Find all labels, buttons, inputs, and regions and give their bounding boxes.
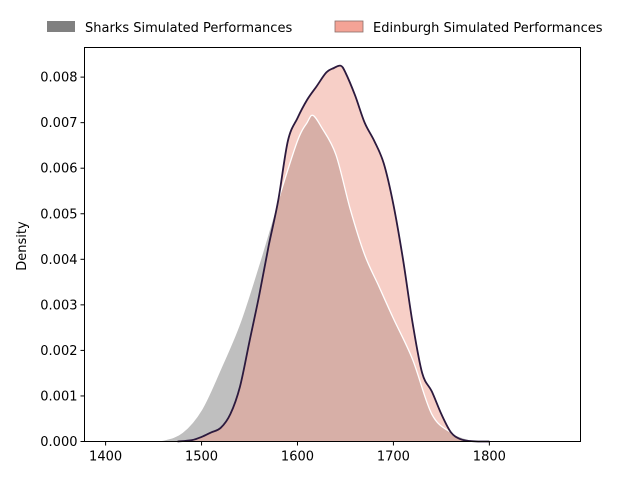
y-tick-label: 0.005 — [40, 207, 77, 222]
x-axis: 1400 1500 1600 1700 1800 — [89, 441, 506, 465]
plot-area — [143, 64, 523, 443]
x-tick-label: 1400 — [89, 450, 122, 465]
y-axis: 0.000 0.001 0.002 0.003 0.004 0.005 0.006 0.007… — [40, 71, 85, 450]
y-tick-label: 0.007 — [40, 116, 77, 131]
y-tick-label: 0.002 — [40, 344, 77, 359]
y-tick-label: 0.006 — [40, 162, 77, 177]
y-axis-title: Density — [15, 221, 30, 271]
y-tick-label: 0.008 — [40, 71, 77, 86]
density-area-1 — [177, 65, 490, 442]
x-tick-label: 1700 — [377, 450, 410, 465]
x-tick-label: 1500 — [185, 450, 218, 465]
axes-frame — [84, 47, 581, 442]
y-tick-label: 0.004 — [40, 253, 77, 268]
x-tick-label: 1600 — [281, 450, 314, 465]
density-line-1 — [177, 64, 490, 443]
legend: Sharks Simulated Performances Edinburgh … — [47, 20, 603, 36]
legend-label-edinburgh: Edinburgh Simulated Performances — [373, 21, 603, 36]
legend-swatch-sharks — [47, 21, 75, 32]
y-tick-label: 0.000 — [40, 435, 77, 450]
y-tick-label: 0.001 — [40, 389, 77, 404]
legend-label-sharks: Sharks Simulated Performances — [85, 21, 292, 36]
x-tick-label: 1800 — [473, 450, 506, 465]
legend-swatch-edinburgh — [334, 20, 364, 33]
y-tick-label: 0.003 — [40, 298, 77, 313]
